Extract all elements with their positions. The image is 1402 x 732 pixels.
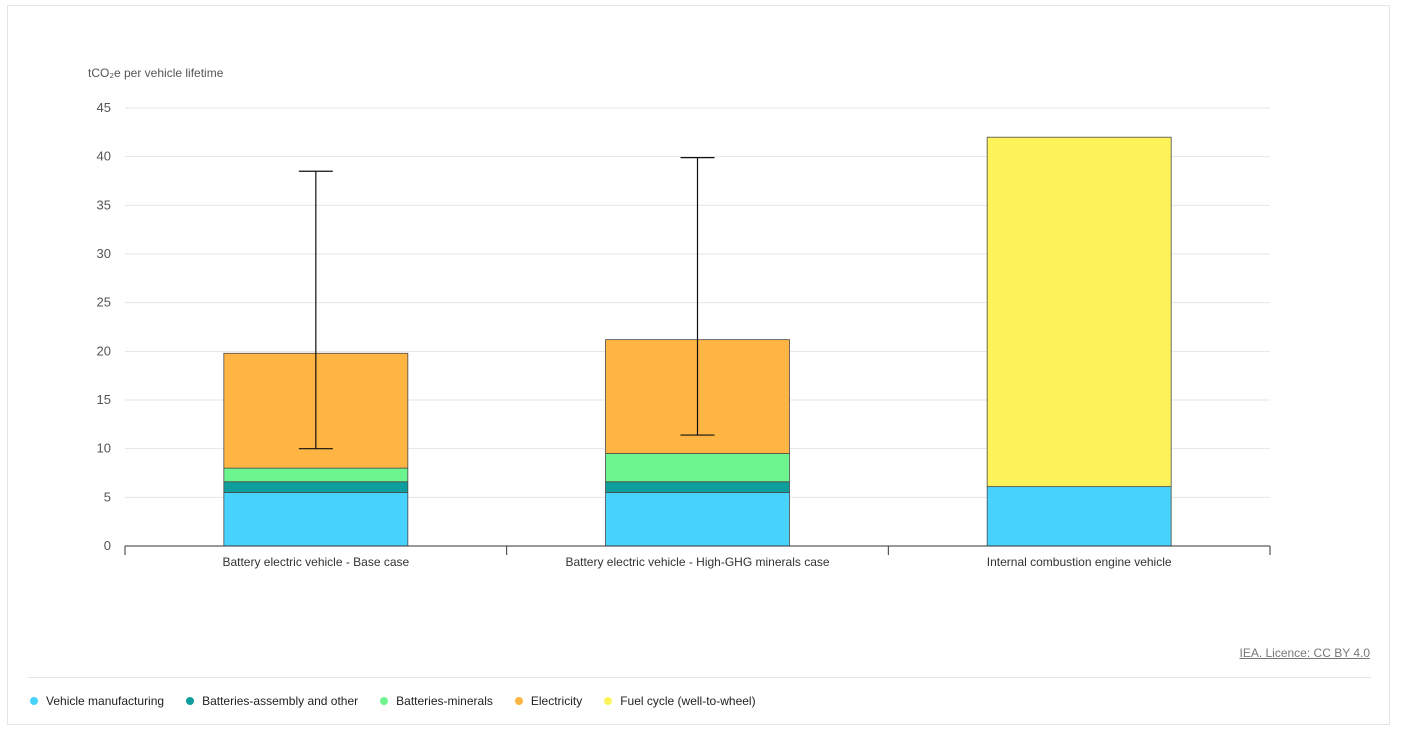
x-axis: Battery electric vehicle - Base case Batt… (124, 545, 1271, 569)
y-tick-label: 35 (97, 197, 111, 212)
bar-segment[interactable] (223, 467, 409, 483)
bar-segment[interactable] (605, 492, 790, 547)
legend-item[interactable]: Batteries-minerals (380, 694, 493, 708)
legend-label: Batteries-minerals (396, 694, 493, 708)
y-tick-label: 45 (97, 100, 111, 115)
legend-swatch (186, 697, 195, 705)
licence-link[interactable]: IEA. Licence: CC BY 4.0 (1239, 646, 1370, 660)
y-tick-label: 15 (97, 392, 111, 407)
legend-item[interactable]: Batteries-assembly and other (186, 694, 358, 708)
y-tick-label: 20 (97, 343, 111, 358)
legend-swatch (514, 697, 523, 705)
legend-label: Fuel cycle (well-to-wheel) (620, 694, 756, 708)
y-axis-ticks: 0 5 10 15 20 25 30 35 40 45 (97, 100, 111, 553)
legend: Vehicle manufacturing Batteries-assembly … (30, 694, 778, 708)
legend-label: Vehicle manufacturing (46, 694, 165, 708)
x-tick-label: Internal combustion engine vehicle (987, 555, 1172, 569)
x-tick-label: Battery electric vehicle - Base case (222, 555, 409, 569)
y-tick-label: 10 (97, 441, 111, 456)
y-tick-label: 0 (104, 538, 111, 553)
y-tick-label: 25 (97, 295, 111, 310)
y-axis-label: tCO₂e per vehicle lifetime (88, 66, 224, 80)
legend-label: Batteries-assembly and other (202, 694, 359, 708)
bar-segment[interactable] (223, 481, 409, 493)
legend-swatch (604, 697, 613, 705)
y-tick-label: 5 (104, 489, 111, 504)
legend-item[interactable]: Electricity (514, 694, 583, 708)
y-tick-label: 40 (97, 149, 111, 164)
bar-segment[interactable] (605, 481, 790, 493)
legend-label: Electricity (530, 694, 583, 708)
legend-divider (28, 677, 1371, 678)
bar-segment[interactable] (605, 453, 790, 483)
bar-segment[interactable] (223, 492, 409, 547)
legend-swatch (380, 697, 389, 705)
legend-item[interactable]: Vehicle manufacturing (30, 694, 164, 708)
y-tick-label: 30 (97, 246, 111, 261)
legend-swatch (30, 697, 38, 705)
stacked-bar-chart: tCO₂e per vehicle lifetime 0 5 10 15 20 25 30 3… (88, 66, 1271, 569)
x-tick-label: Battery electric vehicle - High-GHG mine… (565, 555, 829, 569)
legend-item[interactable]: Fuel cycle (well-to-wheel) (604, 694, 756, 708)
bar-segment[interactable] (986, 136, 1172, 488)
bar-segment[interactable] (986, 486, 1172, 547)
error-bars (298, 157, 715, 450)
